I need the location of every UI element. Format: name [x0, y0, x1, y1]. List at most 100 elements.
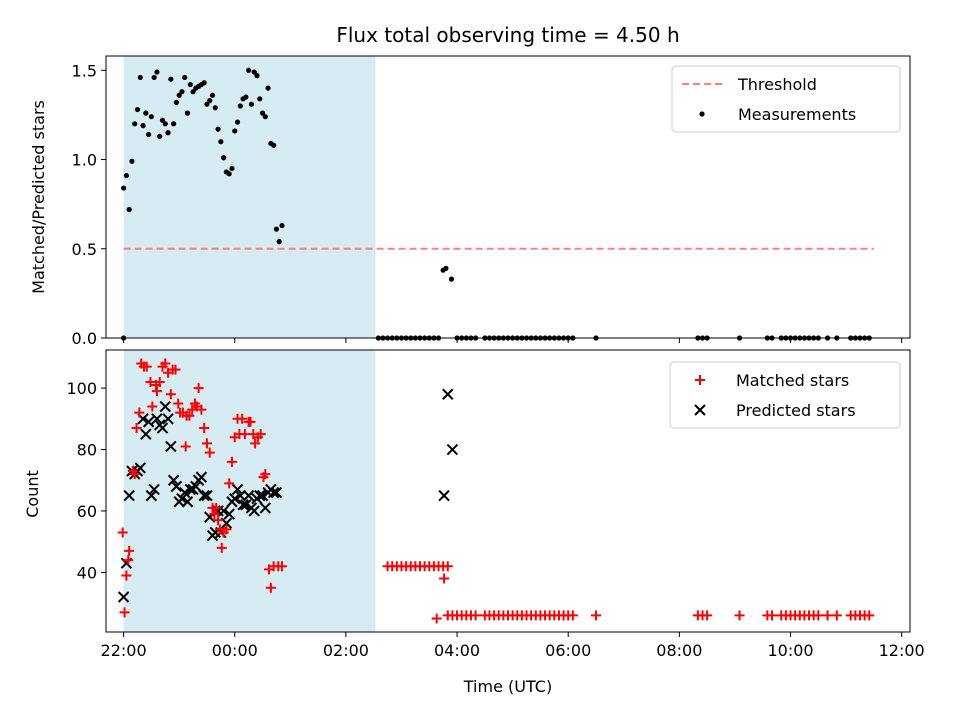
measurement-point: [229, 165, 235, 172]
measurement-point: [140, 123, 146, 129]
measurement-point: [248, 101, 255, 107]
bottom-x-tick-label: 10:00: [767, 641, 813, 660]
bottom-x-tick-label: 08:00: [656, 641, 702, 660]
matched-star-point: [117, 527, 128, 538]
matched-star-point: [196, 404, 207, 415]
measurement-point: [221, 155, 227, 161]
bottom-x-tick-label: 00:00: [212, 641, 258, 660]
matched-star-point: [255, 429, 266, 440]
bottom-x-tick-label: 04:00: [434, 641, 480, 660]
measurement-point: [273, 226, 280, 232]
matched-star-point: [124, 545, 135, 556]
measurement-point: [201, 80, 207, 86]
measurement-point: [187, 81, 193, 88]
predicted-star-point: [242, 489, 255, 502]
matched-star-point: [184, 410, 195, 421]
measurement-point: [157, 133, 163, 139]
matched-star-point: [822, 610, 833, 621]
measurement-point: [123, 172, 129, 179]
matched-star-point: [470, 610, 481, 621]
predicted-star-point: [140, 428, 152, 440]
measurement-point: [129, 158, 135, 164]
matched-star-point: [439, 573, 450, 584]
matched-star-point: [276, 561, 287, 572]
top-panel: 0.0 0.5 1.0 1.5 Threshold Measurements: [72, 55, 911, 348]
measurement-point: [279, 222, 285, 229]
matched-star-point: [813, 610, 824, 621]
bottom-y-tick-label: 80: [77, 441, 97, 460]
matched-star-point: [170, 364, 181, 375]
predicted-star-point: [259, 502, 272, 514]
bottom-panel: 40 60 80 100 22:00 00:00 02:00 04:00 06:00 08:00 1…: [66, 349, 925, 660]
predicted-star-point: [256, 489, 269, 502]
measurement-point: [154, 69, 160, 75]
predicted-star-point: [248, 505, 260, 517]
bottom-y-tick-label: 40: [77, 563, 97, 582]
measurement-point: [218, 139, 224, 145]
bottom-legend-box: [669, 361, 901, 429]
matched-star-point: [260, 469, 271, 480]
matched-star-point: [250, 438, 261, 449]
measurement-point: [265, 85, 271, 91]
measurement-point: [204, 101, 210, 107]
measurement-point: [443, 265, 449, 271]
top-y-tick-label: 1.5: [72, 61, 97, 80]
measurement-point: [162, 121, 168, 127]
bottom-observing-window-shade: [123, 350, 376, 632]
top-axes-frame: [105, 55, 911, 339]
predicted-star-point: [438, 489, 450, 502]
measurement-point: [171, 121, 177, 127]
predicted-star-point: [270, 486, 283, 499]
top-legend-box: [671, 65, 901, 133]
predicted-star-point: [267, 486, 280, 499]
predicted-star-point: [198, 489, 210, 502]
matched-star-point: [134, 407, 145, 418]
measurement-point: [251, 69, 257, 75]
legend-predicted-label: Predicted stars: [736, 401, 856, 420]
bottom-x-tick-label: 02:00: [323, 641, 369, 660]
predicted-star-point: [195, 471, 208, 483]
measurement-point: [173, 99, 179, 106]
measurement-point: [190, 89, 196, 95]
legend-matched-swatch: [695, 375, 705, 385]
matched-star-point: [221, 524, 232, 535]
predicted-star-point: [254, 489, 266, 502]
predicted-star-point: [446, 443, 459, 456]
predicted-star-point: [159, 400, 171, 413]
measurement-point: [182, 74, 188, 81]
legend-measurements-label: Measurements: [738, 105, 856, 124]
legend-matched-label: Matched stars: [736, 371, 849, 390]
top-y-tick-label: 0.5: [72, 240, 97, 259]
matched-star-point: [180, 441, 191, 452]
matched-star-point: [204, 447, 215, 458]
matched-star-point: [211, 502, 222, 513]
predicted-star-point: [442, 388, 454, 400]
predicted-star-point: [156, 422, 169, 434]
matched-star-point: [864, 610, 875, 621]
measurement-point: [148, 114, 154, 120]
measurement-point: [184, 110, 191, 116]
predicted-star-point: [179, 486, 191, 499]
measurement-point: [276, 239, 282, 245]
measurement-point: [234, 119, 241, 125]
matched-star-point: [121, 570, 132, 581]
predicted-star-point: [229, 492, 241, 505]
matched-star-point: [123, 555, 134, 566]
measurement-point: [137, 74, 143, 81]
predicted-star-point: [167, 474, 180, 486]
matched-star-point: [129, 469, 140, 480]
legend-measurements-swatch: [699, 111, 705, 117]
matched-star-point: [265, 582, 276, 593]
matched-star-point: [151, 386, 162, 397]
measurement-point: [179, 89, 185, 95]
predicted-star-point: [240, 499, 252, 511]
matched-star-point: [173, 398, 184, 409]
matched-star-point: [160, 358, 171, 369]
predicted-star-point: [142, 416, 155, 428]
matched-star-point: [213, 515, 224, 526]
predicted-star-point: [223, 508, 235, 520]
matched-star-point: [193, 383, 204, 394]
matched-star-point: [702, 610, 713, 621]
measurement-point: [207, 98, 213, 104]
